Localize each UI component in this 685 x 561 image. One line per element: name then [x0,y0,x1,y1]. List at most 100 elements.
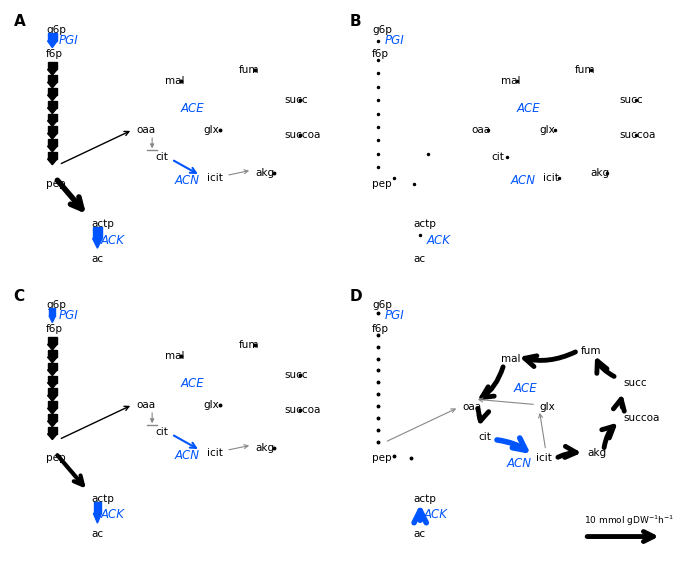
Polygon shape [47,146,57,152]
Text: oaa: oaa [136,125,155,135]
Text: ACK: ACK [101,233,125,247]
Polygon shape [47,344,57,350]
Text: ACE: ACE [514,382,537,395]
Polygon shape [47,434,57,440]
Polygon shape [48,62,57,70]
Text: A: A [14,14,25,29]
Text: succoa: succoa [620,130,656,140]
Polygon shape [48,152,57,159]
Text: glx: glx [203,125,219,135]
Polygon shape [47,408,57,414]
Polygon shape [48,75,57,82]
Text: pep: pep [46,453,66,463]
Polygon shape [47,121,57,126]
Polygon shape [93,513,101,523]
Polygon shape [47,357,57,363]
Text: f6p: f6p [372,324,389,334]
Text: ac: ac [91,254,103,264]
Polygon shape [48,376,57,383]
Polygon shape [94,502,101,513]
Polygon shape [47,159,57,165]
Text: g6p: g6p [46,300,66,310]
Text: ACN: ACN [507,457,532,470]
Text: ACN: ACN [175,449,199,462]
Text: PGI: PGI [59,34,79,47]
Text: PGI: PGI [385,34,405,47]
Polygon shape [47,370,57,376]
Polygon shape [47,41,57,48]
Polygon shape [48,427,57,434]
Polygon shape [48,363,57,370]
Polygon shape [47,396,57,401]
Text: akg: akg [255,168,274,178]
Text: f6p: f6p [46,324,63,334]
Text: fum: fum [239,66,260,76]
Text: glx: glx [539,125,555,135]
Text: mal: mal [165,351,184,361]
Text: fum: fum [581,346,601,356]
Polygon shape [48,88,57,95]
Polygon shape [47,95,57,101]
Text: f6p: f6p [372,49,389,59]
Text: succ: succ [623,378,647,388]
Text: 10 mmol gDW$^{-1}$h$^{-1}$: 10 mmol gDW$^{-1}$h$^{-1}$ [584,514,675,528]
Text: ACE: ACE [516,102,540,114]
Text: ACN: ACN [510,174,535,187]
Text: B: B [349,14,361,29]
Text: ACK: ACK [423,508,447,522]
Text: akg: akg [255,443,274,453]
Text: succoa: succoa [284,405,321,415]
Text: oaa: oaa [472,125,491,135]
Text: fum: fum [239,341,260,351]
Polygon shape [48,350,57,357]
Text: icit: icit [536,453,552,463]
Text: succoa: succoa [623,413,660,423]
Polygon shape [47,108,57,113]
Text: ACE: ACE [181,376,205,389]
Polygon shape [49,307,55,316]
Text: glx: glx [539,402,555,412]
Text: PGI: PGI [385,309,405,322]
Text: icit: icit [207,448,223,458]
Polygon shape [48,126,57,134]
Text: fum: fum [575,66,595,76]
Text: ac: ac [414,254,426,264]
Text: akg: akg [588,448,607,458]
Text: ACE: ACE [181,102,205,114]
Text: pep: pep [372,178,392,188]
Text: succ: succ [620,95,643,105]
Text: akg: akg [590,168,610,178]
Polygon shape [47,421,57,427]
Text: C: C [14,289,25,304]
Text: ac: ac [91,529,103,539]
Text: f6p: f6p [46,49,63,59]
Text: pep: pep [46,178,66,188]
Polygon shape [48,139,57,146]
Text: g6p: g6p [372,300,392,310]
Polygon shape [48,414,57,421]
Polygon shape [47,134,57,139]
Text: mal: mal [501,354,520,364]
Polygon shape [93,227,102,238]
Text: mal: mal [165,76,184,86]
Polygon shape [48,101,57,108]
Text: actp: actp [91,494,114,504]
Text: cit: cit [478,432,491,442]
Text: succ: succ [284,95,308,105]
Text: icit: icit [207,173,223,183]
Text: cit: cit [491,151,504,162]
Text: cit: cit [155,426,169,436]
Text: oaa: oaa [136,399,155,410]
Text: ACK: ACK [427,233,451,247]
Text: oaa: oaa [462,402,481,412]
Polygon shape [48,113,57,121]
Text: icit: icit [543,173,558,183]
Text: glx: glx [203,399,219,410]
Polygon shape [92,238,102,248]
Text: g6p: g6p [372,25,392,35]
Text: succoa: succoa [284,130,321,140]
Text: D: D [349,289,362,304]
Text: succ: succ [284,370,308,380]
Polygon shape [48,388,57,396]
Text: ac: ac [414,529,426,539]
